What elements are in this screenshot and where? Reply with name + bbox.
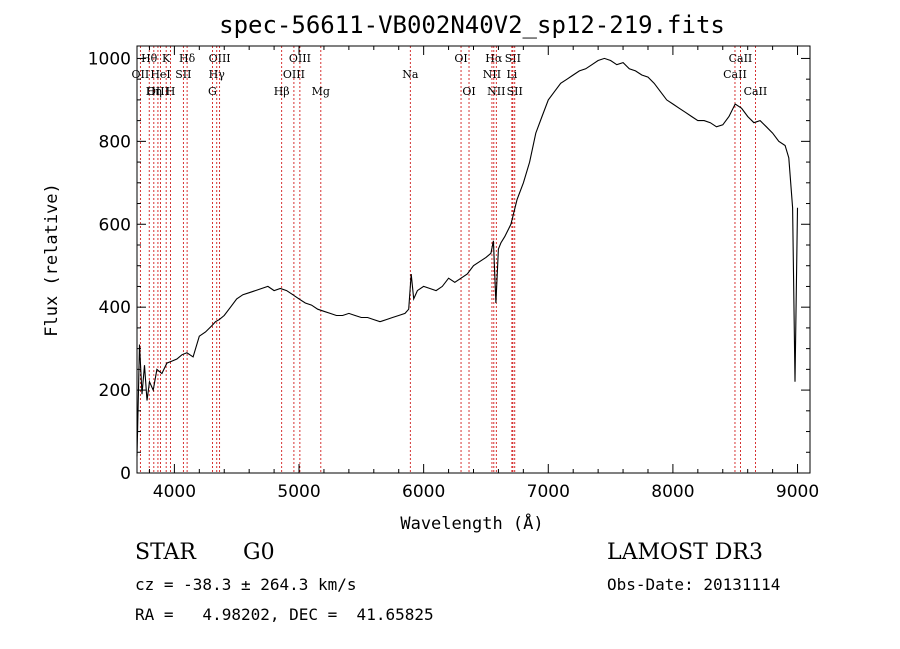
y-axis-label: Flux (relative) — [42, 183, 62, 337]
marker-label: K — [162, 52, 171, 65]
y-tick-label: 400 — [99, 298, 131, 318]
marker-label: Na — [402, 68, 419, 81]
marker-label: HeI — [150, 68, 170, 81]
y-tick-label: 0 — [120, 464, 131, 484]
coordinates: RA = 4.98202, DEC = 41.65825 — [135, 605, 434, 624]
marker-label: Hα — [485, 52, 503, 65]
x-tick-label: 5000 — [277, 482, 320, 502]
marker-label: SII — [175, 68, 191, 81]
y-axis: 0 200 400 600 800 1000 — [88, 49, 810, 484]
marker-label: OIII — [283, 68, 305, 81]
marker-label: H — [166, 85, 176, 98]
observation-date: Obs-Date: 20131114 — [607, 575, 781, 594]
marker-label: Hδ — [179, 52, 196, 65]
survey-name: LAMOST DR3 — [607, 540, 763, 565]
y-tick-label: 800 — [99, 132, 131, 152]
marker-label: NII — [483, 68, 501, 81]
chart-title: spec-56611-VB002N40V2_sp12-219.fits — [219, 11, 725, 39]
marker-label: Li — [506, 68, 517, 81]
marker-label: CaII — [744, 85, 768, 98]
object-subclass: G0 — [243, 540, 275, 565]
object-class: STAR — [135, 540, 196, 565]
marker-label: OIII — [147, 85, 169, 98]
redshift-velocity: cz = -38.3 ± 264.3 km/s — [135, 575, 357, 594]
marker-label: CaII — [723, 68, 747, 81]
x-tick-label: 8000 — [651, 482, 694, 502]
marker-label: OI — [454, 52, 467, 65]
marker-label: OIII — [209, 52, 231, 65]
marker-label: Mg — [312, 85, 330, 98]
marker-label: Hη — [146, 85, 162, 98]
y-tick-label: 200 — [99, 381, 131, 401]
x-tick-label: 6000 — [402, 482, 445, 502]
marker-label: SII — [505, 52, 521, 65]
marker-label: G — [208, 85, 217, 98]
plot-border — [136, 45, 811, 474]
marker-label: NII — [487, 85, 505, 98]
y-tick-label: 600 — [99, 215, 131, 235]
x-axis-label: Wavelength (Å) — [400, 512, 543, 534]
spectrum-line — [136, 57, 799, 457]
x-axis: 4000 5000 6000 7000 8000 9000 — [148, 46, 819, 502]
marker-label: OI — [462, 85, 475, 98]
x-tick-label: 7000 — [527, 482, 570, 502]
marker-label: Hβ — [274, 85, 290, 98]
marker-label: CaII — [729, 52, 753, 65]
marker-label: SII — [507, 85, 523, 98]
x-tick-label: 4000 — [153, 482, 196, 502]
marker-label: OII — [132, 68, 150, 81]
x-tick-label: 9000 — [776, 482, 819, 502]
plot-frame — [136, 45, 811, 474]
marker-label: OIII — [289, 52, 311, 65]
y-tick-label: 1000 — [88, 49, 131, 69]
marker-label: Hγ — [209, 68, 226, 81]
